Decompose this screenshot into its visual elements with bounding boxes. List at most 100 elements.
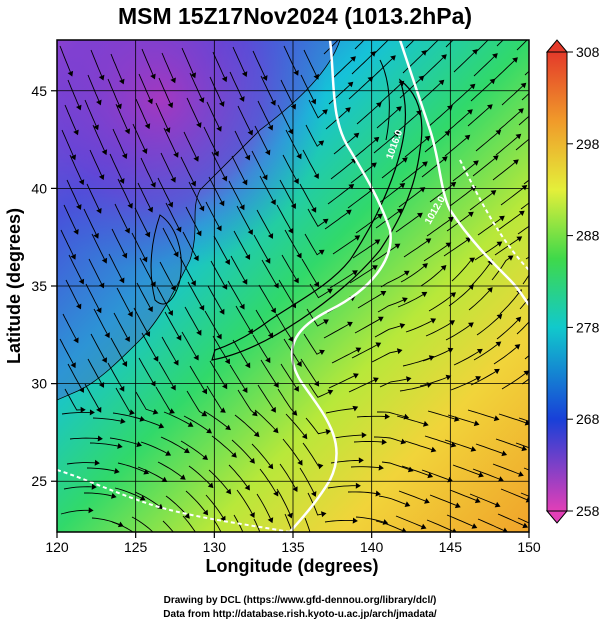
x-tick-label: 140 [360,539,384,555]
streamline [252,334,271,364]
streamline [324,209,352,230]
streamline [303,333,325,355]
streamline [111,521,134,532]
streamline [351,342,382,359]
landmass-sakhalin [379,59,390,141]
streamline [186,390,208,417]
streamline [252,50,268,81]
streamline [213,235,230,265]
colorbar-tick-label: 278 [576,319,599,335]
streamline [420,265,447,287]
streamline [231,155,248,186]
streamline [350,464,384,471]
streamline [397,291,428,308]
streamline [328,373,359,389]
streamline [83,208,99,239]
streamline [323,40,339,55]
streamline [160,436,190,454]
streamline [260,75,276,106]
streamline [477,215,505,236]
streamline [323,321,353,339]
streamline [332,235,361,255]
streamline [395,515,427,530]
streamline [212,335,230,365]
streamline [84,99,99,131]
streamline [211,435,237,458]
streamline [165,495,190,519]
streamline [184,306,202,336]
streamline [93,308,110,339]
streamline [476,40,489,52]
streamline [331,56,356,80]
streamline [165,202,182,233]
streamline [162,520,174,532]
streamline [402,50,427,74]
streamline [233,230,251,260]
streamline [303,49,319,80]
streamline [399,75,425,99]
streamline [257,100,274,131]
streamline [235,305,253,335]
streamline [444,134,471,157]
streamline [108,253,125,284]
x-axis-label: Longitude (degrees) [205,556,378,576]
streamline [374,323,406,338]
streamline [405,318,437,333]
streamline [163,127,179,158]
streamline [208,176,225,207]
streamline [62,313,79,344]
streamline [63,204,79,235]
streamline [110,337,128,367]
streamline [401,161,428,183]
streamline [114,487,146,501]
streamline [428,292,456,312]
streamline [302,149,319,179]
streamline [256,209,274,239]
streamline [493,344,521,365]
streamline [325,405,359,414]
streamline [207,285,225,315]
streamline [64,388,86,413]
streamline [181,47,196,79]
x-tick-label: 120 [45,539,69,555]
streamline [156,286,173,316]
streamline [181,331,199,361]
streamline [421,156,448,178]
streamline [251,443,274,470]
streamline [305,124,325,147]
streamline [371,55,396,79]
streamline [476,313,503,336]
streamline [116,287,133,318]
streamline [91,233,108,264]
colorbar-tick-label: 268 [576,411,599,427]
streamline [232,46,248,77]
streamline [284,513,293,532]
streamline [230,255,248,285]
streamline [112,128,128,159]
streamline [113,312,130,342]
streamline [475,443,508,457]
streamline [306,308,329,327]
streamline [236,489,255,518]
streamline [179,256,196,286]
streamline [401,465,434,479]
streamline [353,439,387,445]
plot-area: 1016.0 1012.0 [57,40,529,532]
streamline [452,160,479,182]
streamline [210,260,228,290]
streamline [61,129,76,161]
streamline [357,291,387,309]
streamline [132,416,165,429]
streamline [189,365,207,395]
streamline [308,99,328,119]
streamline [403,238,432,258]
streamline [424,130,451,153]
streamline [283,45,299,76]
streamline [115,387,135,416]
x-axis: 120 125 130 135 140 145 150 [45,532,541,555]
streamline [284,229,302,259]
streamline [423,242,452,262]
streamline [63,483,97,490]
streamline [228,464,250,491]
streamline [404,440,437,453]
